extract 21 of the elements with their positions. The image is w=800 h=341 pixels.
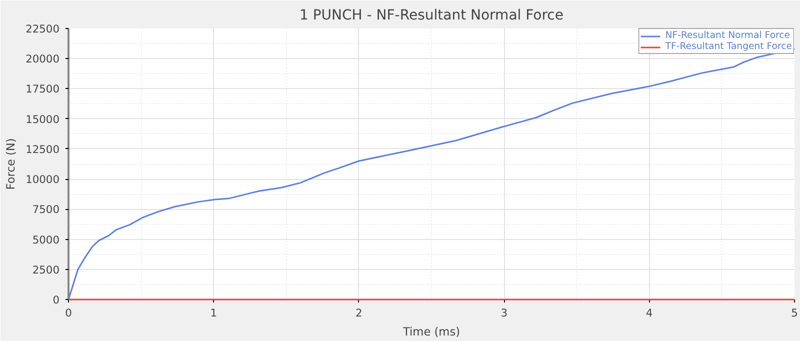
y-tick-label: 5000 (32, 233, 60, 246)
x-tick-label: 1 (210, 306, 218, 320)
y-tick-label: 0 (52, 294, 60, 306)
x-tick-label: 4 (646, 306, 653, 320)
y-tick-label: 17500 (26, 82, 60, 96)
x-tick-label: 5 (791, 306, 798, 320)
y-axis-title: Force (N) (4, 138, 18, 190)
x-axis-title: Time (ms) (402, 324, 460, 338)
y-tick-label: 15000 (26, 112, 60, 126)
y-tick-label: 20000 (26, 52, 60, 66)
x-tick-label: 0 (65, 306, 72, 320)
y-tick-label: 12500 (26, 142, 60, 156)
x-tick-label: 3 (500, 306, 508, 320)
x-tick-label: 2 (356, 306, 362, 320)
legend-label: TF-Resultant Tangent Force (665, 41, 792, 52)
legend-label: NF-Resultant Normal Force (665, 30, 790, 41)
y-tick-label: 10000 (26, 173, 60, 186)
chart-title: 1 PUNCH - NF-Resultant Normal Force (300, 8, 564, 24)
y-tick-label: 22500 (26, 22, 60, 36)
y-tick-label: 2500 (32, 263, 60, 276)
y-tick-label: 7500 (32, 203, 60, 216)
